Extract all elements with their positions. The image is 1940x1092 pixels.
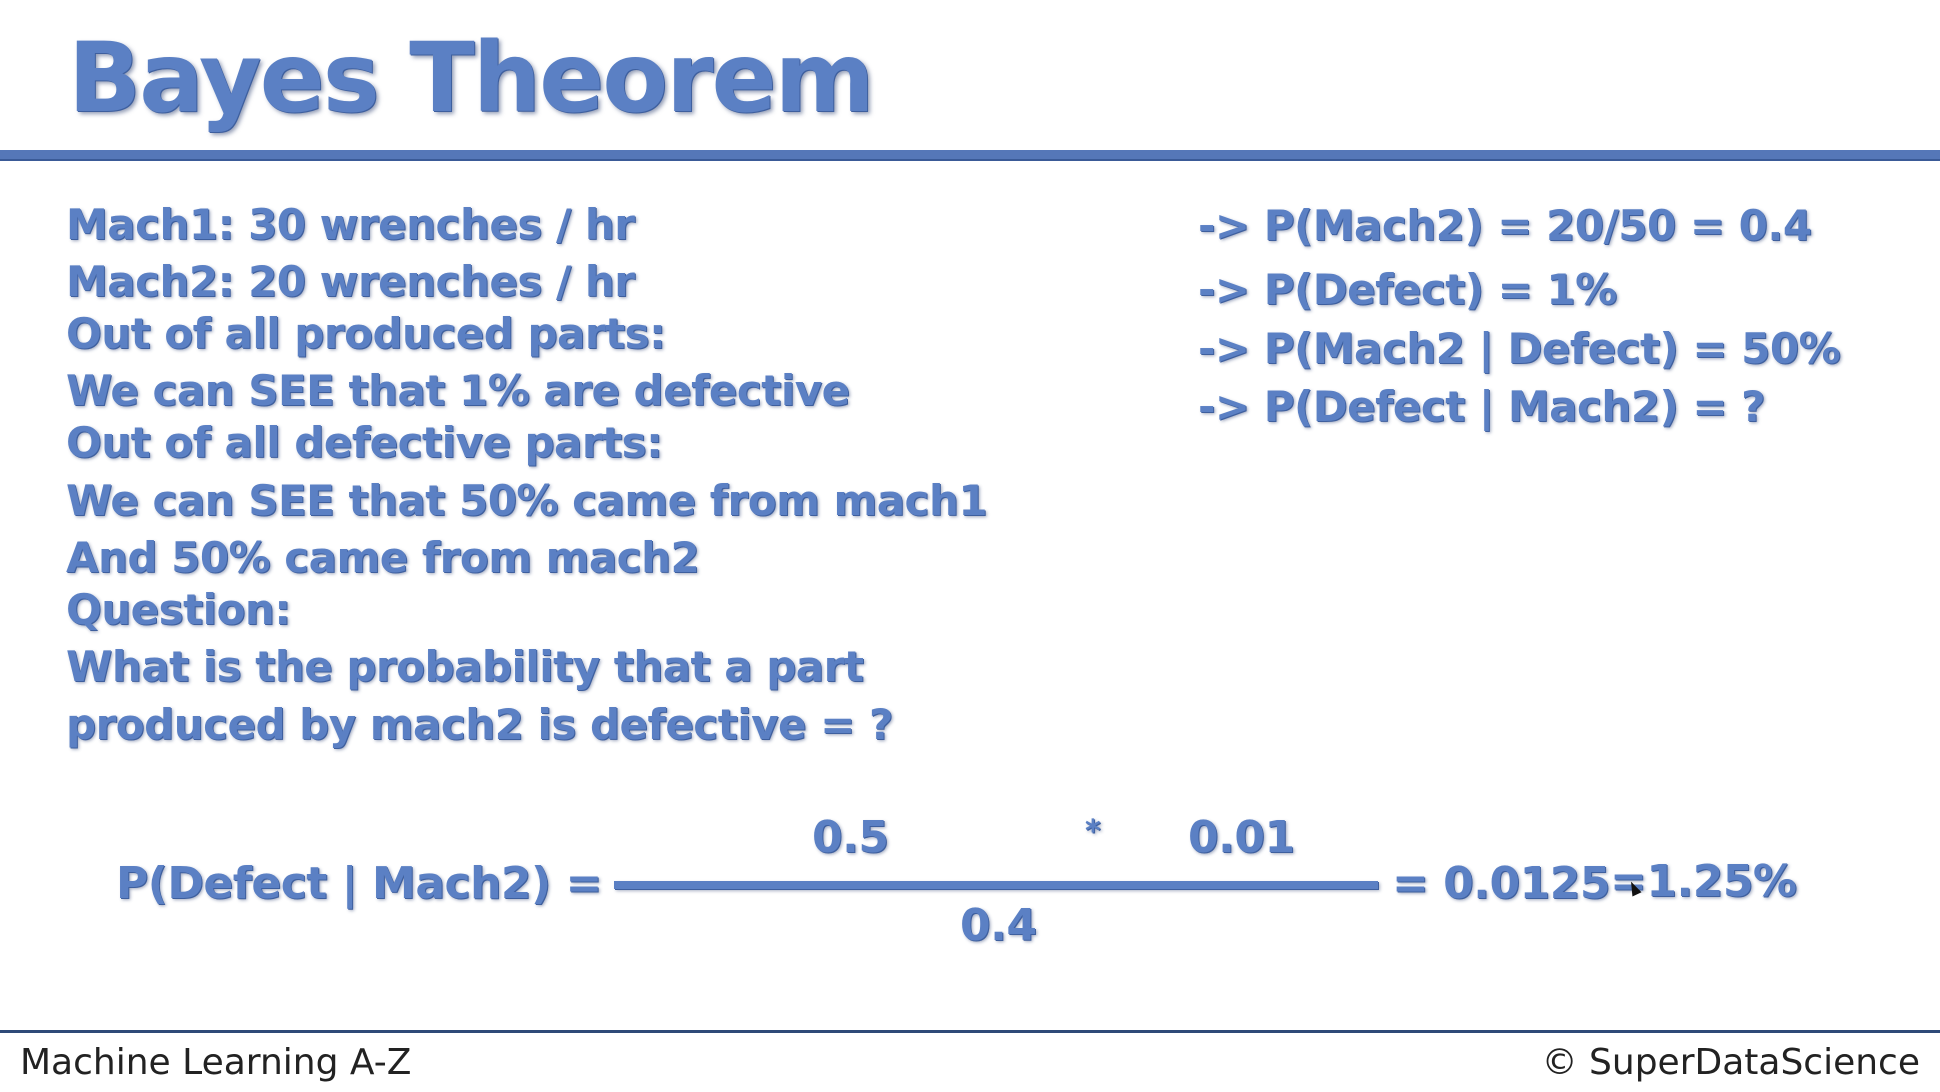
question-line-2: produced by mach2 is defective = ? [66,700,893,749]
footer-copyright: © SuperDataScience [1541,1042,1920,1083]
formula-numerator-right: 0.01 [1188,812,1295,863]
slide-title: Bayes Theorem [68,22,875,134]
given-line-2: Mach2: 20 wrenches / hr [66,257,635,306]
formula-denominator: 0.4 [960,900,1037,951]
prob-defect: -> P(Defect) = 1% [1198,265,1617,314]
formula-numerator-left: 0.5 [812,812,889,863]
footer-course-name: Machine Learning A-Z [20,1042,412,1083]
formula-lhs: P(Defect | Mach2) = [116,858,602,909]
given-line-5: Out of all defective parts: [66,418,663,467]
given-line-4: We can SEE that 1% are defective [66,366,850,415]
question-label: Question: [66,585,291,634]
given-line-1: Mach1: 30 wrenches / hr [66,200,635,249]
prob-mach2: -> P(Mach2) = 20/50 = 0.4 [1198,201,1812,250]
given-line-6: We can SEE that 50% came from mach1 [66,476,988,525]
prob-mach2-given-defect: -> P(Mach2 | Defect) = 50% [1198,324,1841,373]
fraction-bar [614,881,1378,889]
formula-result: = 0.0125 [1392,858,1610,909]
footer-divider [0,1030,1940,1033]
formula-multiply-operator: * [1085,814,1101,849]
formula-result-percent: =1.25% [1610,856,1797,907]
given-line-7: And 50% came from mach2 [66,533,700,582]
question-line-1: What is the probability that a part [66,642,864,691]
title-divider [0,150,1940,161]
prob-defect-given-mach2: -> P(Defect | Mach2) = ? [1198,382,1766,431]
given-line-3: Out of all produced parts: [66,309,666,358]
